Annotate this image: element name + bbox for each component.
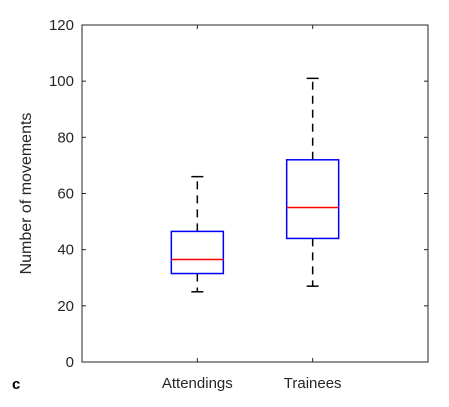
box-series [170,77,340,293]
y-tick-label: 100 [49,73,74,90]
plot-area-border [81,24,429,363]
panel-label: c [12,376,20,393]
interquartile-box [170,230,225,275]
y-tick-label: 20 [57,298,74,315]
y-tick-label: 40 [57,242,74,259]
y-tick-label: 120 [49,17,74,34]
box-trainees [285,77,340,287]
y-axis-label: Number of movements [18,113,35,275]
plot-frame [81,24,429,363]
interquartile-box [285,159,340,240]
box-attendings [170,175,225,293]
x-axis: Attendings Trainees [162,25,342,392]
x-tick-label: Trainees [284,375,342,392]
x-tick-label: Attendings [162,375,233,392]
y-axis: 0 20 40 60 80 100 120 [49,17,428,371]
y-tick-label: 0 [66,354,74,371]
y-tick-label: 80 [57,129,74,146]
y-tick-label: 60 [57,186,74,203]
